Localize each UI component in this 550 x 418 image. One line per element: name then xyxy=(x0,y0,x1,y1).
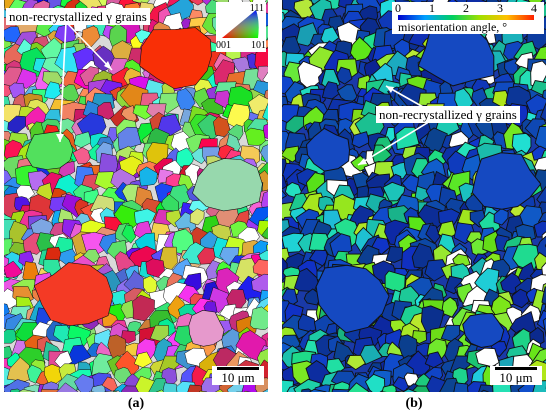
caption-b: (b) xyxy=(405,396,423,411)
ipf-key-111: 111 xyxy=(249,3,264,14)
colorbar-tick-2: 2 xyxy=(463,1,469,15)
misorientation-map: non-recrystallized γ grains 0 1 2 3 4 mi… xyxy=(282,0,546,392)
grain-map-a xyxy=(4,0,268,392)
colorbar-tick-0: 0 xyxy=(395,1,401,15)
colorbar-tick-1: 1 xyxy=(429,1,435,15)
colorbar-tick-4: 4 xyxy=(531,1,537,15)
scale-bar-label-a: 10 μm xyxy=(221,370,255,385)
ipf-orientation-map: non-recrystallized γ grains 111 001 101 … xyxy=(4,0,268,392)
scale-bar-b: 10 μm xyxy=(490,366,542,385)
colorbar-tick-3: 3 xyxy=(497,1,503,15)
colorbar-label: misorientation angle, ° xyxy=(398,20,508,34)
scale-bar-label-b: 10 μm xyxy=(499,370,533,385)
colorbar-gradient xyxy=(398,15,534,20)
colorbar-ticks: 0 1 2 3 4 xyxy=(395,1,537,15)
misorientation-colorbar: 0 1 2 3 4 misorientation angle, ° xyxy=(392,2,544,34)
annotation-label-a: non-recrystallized γ grains xyxy=(6,8,150,25)
scale-bar-line-a xyxy=(217,367,259,370)
caption-a: (a) xyxy=(127,396,145,411)
annotation-label-b: non-recrystallized γ grains xyxy=(376,106,520,123)
ipf-key-001: 001 xyxy=(216,40,231,51)
ipf-key-101: 101 xyxy=(251,40,266,51)
ipf-color-key: 111 001 101 xyxy=(216,2,266,52)
grain-map-b xyxy=(282,0,546,392)
scale-bar-a: 10 μm xyxy=(212,366,264,385)
scale-bar-line-b xyxy=(495,367,537,370)
